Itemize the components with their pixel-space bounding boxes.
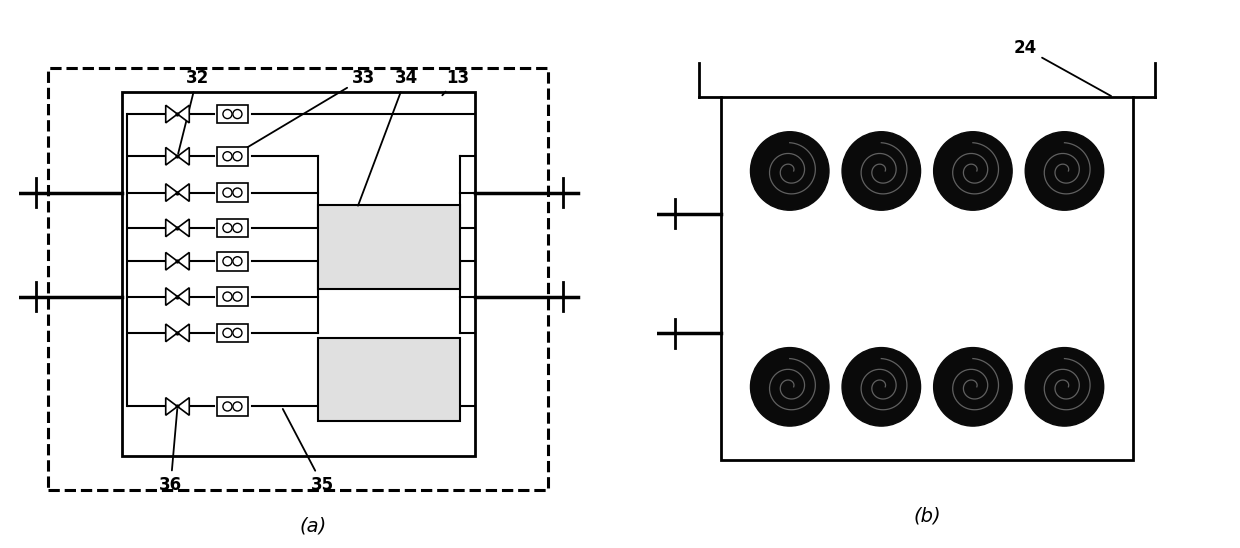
Text: 35: 35 [283, 409, 335, 494]
Bar [217, 183, 248, 202]
Text: (a): (a) [299, 517, 326, 536]
Text: 32: 32 [179, 68, 208, 153]
Circle shape [842, 132, 920, 210]
Polygon shape [166, 398, 177, 415]
Polygon shape [177, 253, 190, 270]
Bar [317, 206, 460, 289]
Bar [217, 397, 248, 416]
Circle shape [934, 132, 1012, 210]
Polygon shape [177, 288, 190, 305]
Bar [217, 147, 248, 165]
Circle shape [1025, 347, 1104, 426]
Bar [122, 93, 475, 455]
Polygon shape [166, 184, 177, 202]
Bar [720, 98, 1133, 460]
Bar [48, 68, 548, 490]
Polygon shape [166, 219, 177, 237]
Bar [217, 105, 248, 123]
Text: (b): (b) [914, 507, 941, 526]
Polygon shape [166, 253, 177, 270]
Polygon shape [177, 105, 190, 123]
Polygon shape [166, 105, 177, 123]
Bar [217, 324, 248, 342]
Text: 36: 36 [159, 409, 182, 494]
Circle shape [750, 347, 830, 426]
Circle shape [750, 132, 830, 210]
Circle shape [842, 347, 920, 426]
Text: 24: 24 [1013, 39, 1111, 96]
Polygon shape [177, 184, 190, 202]
Circle shape [1025, 132, 1104, 210]
Polygon shape [177, 147, 190, 165]
Polygon shape [177, 324, 190, 342]
Text: 33: 33 [234, 68, 376, 155]
Bar [317, 338, 460, 421]
Text: 13: 13 [443, 68, 470, 95]
Bar [217, 219, 248, 237]
Circle shape [934, 347, 1012, 426]
Polygon shape [177, 398, 190, 415]
Bar [217, 287, 248, 306]
Bar [217, 252, 248, 271]
Polygon shape [166, 147, 177, 165]
Polygon shape [177, 219, 190, 237]
Polygon shape [166, 288, 177, 305]
Text: 34: 34 [358, 68, 418, 206]
Polygon shape [166, 324, 177, 342]
